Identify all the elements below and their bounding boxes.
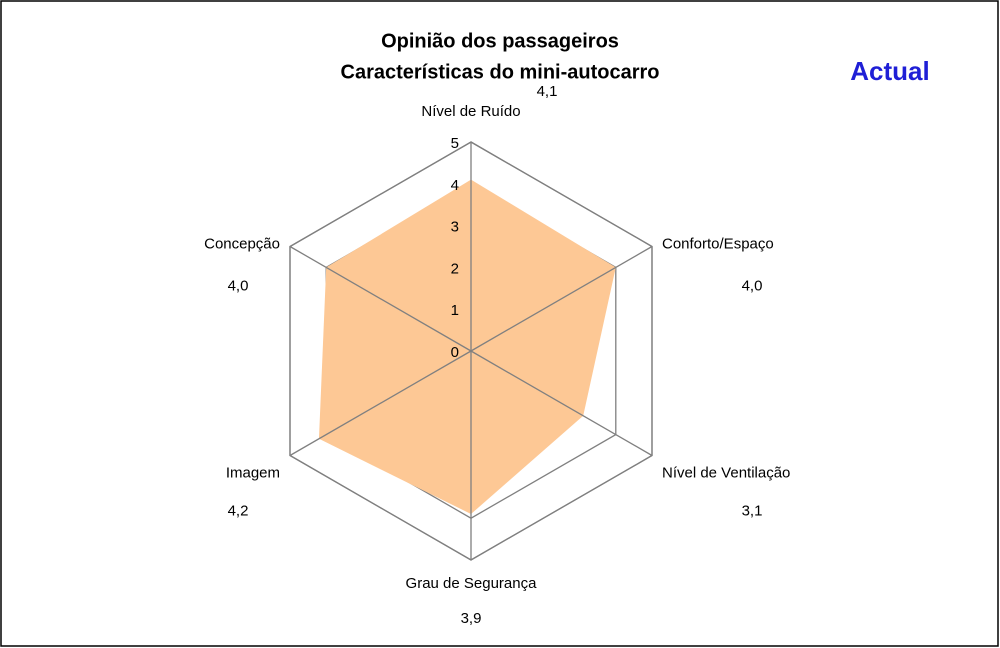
spoke: [470, 350, 653, 457]
category-label: Nível de Ventilação: [662, 464, 790, 481]
spoke: [289, 245, 472, 352]
spoke: [470, 245, 653, 352]
value-label: 4,0: [228, 277, 249, 294]
value-label: 3,1: [742, 502, 763, 519]
value-label: 3,9: [461, 610, 482, 627]
y-tick-label: 4: [451, 177, 459, 194]
y-tick-label: 2: [451, 260, 459, 277]
annotation: Actual: [850, 56, 929, 86]
category-label: Imagem: [226, 464, 280, 481]
chart-subtitle: Características do mini-autocarro: [341, 61, 660, 83]
y-tick-label: 0: [451, 344, 459, 361]
outer-ring: [289, 141, 653, 561]
chart-title: Opinião dos passageiros: [381, 30, 619, 52]
y-tick-label: 5: [451, 135, 459, 152]
category-label: Concepção: [204, 235, 280, 252]
value-label: 4,1: [537, 83, 558, 100]
spoke: [289, 350, 472, 457]
y-tick-label: 3: [451, 219, 459, 236]
radar-area: [318, 179, 616, 515]
value-label: 4,2: [228, 502, 249, 519]
category-label: Nível de Ruído: [421, 103, 520, 120]
category-label: Conforto/Espaço: [662, 235, 774, 252]
radar-layer: [289, 141, 653, 561]
category-label: Grau de Segurança: [406, 575, 538, 592]
y-tick-label: 1: [451, 302, 459, 319]
value-label: 4,0: [742, 277, 763, 294]
